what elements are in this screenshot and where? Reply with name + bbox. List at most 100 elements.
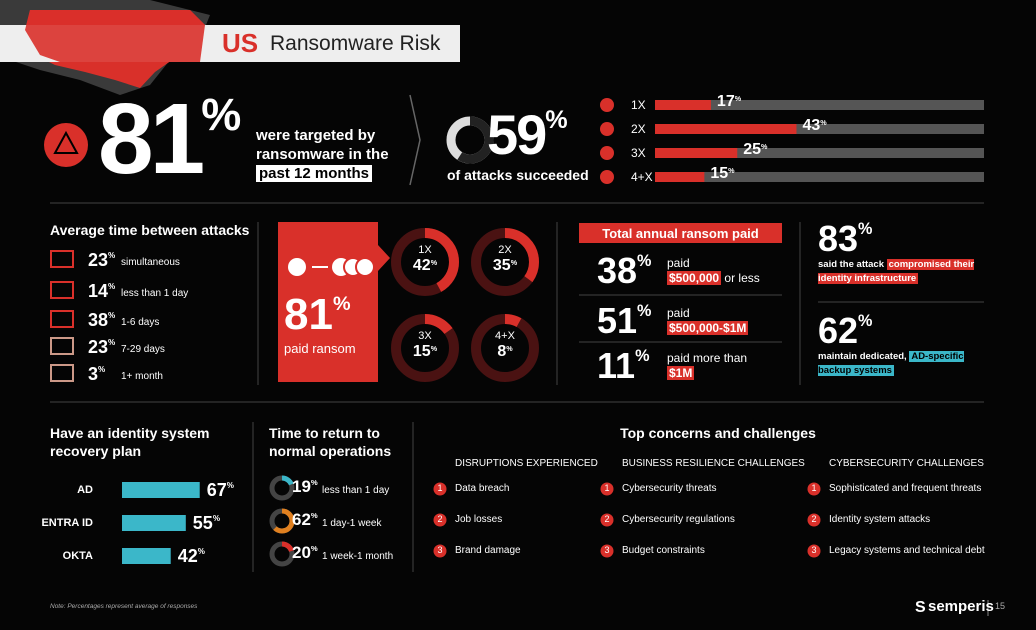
text: were targeted by ransomware in the xyxy=(256,127,389,163)
donut-arc xyxy=(471,314,539,382)
bar-track xyxy=(655,148,984,158)
panel-title: Total annual ransom paid xyxy=(602,226,759,241)
stat-label: 1 day-1 week xyxy=(322,518,382,529)
text: or less xyxy=(724,271,760,285)
calendar-icon xyxy=(50,337,74,355)
value-label: 67% xyxy=(206,480,234,500)
highlight: past 12 months xyxy=(256,165,373,182)
rank-badge xyxy=(600,513,614,527)
rank-badge xyxy=(807,513,821,527)
page-number: 15 xyxy=(995,601,1006,611)
item-text: Cybersecurity regulations xyxy=(622,514,735,525)
column-heading: BUSINESS RESILIENCE CHALLENGES xyxy=(622,458,805,469)
stat-label: less than 1 day xyxy=(322,485,390,496)
donut-arc xyxy=(269,541,295,567)
donut-arc xyxy=(446,116,494,164)
stat-value: 62% xyxy=(292,510,318,529)
rank: 2 xyxy=(437,514,443,524)
chevron xyxy=(409,94,421,186)
stat-label: less than 1 day xyxy=(121,288,189,299)
rank: 2 xyxy=(811,514,817,524)
item-text: Brand damage xyxy=(455,545,521,556)
donut-label: 4+X xyxy=(495,330,515,342)
rank: 3 xyxy=(604,545,610,555)
stat-label: 7-29 days xyxy=(121,344,165,355)
bar-label: ENTRA ID xyxy=(41,517,93,529)
donut-arc xyxy=(269,508,295,534)
country: US xyxy=(222,28,259,58)
text: paid more than xyxy=(667,351,748,365)
calendar-icon xyxy=(50,250,74,268)
value-label: 25% xyxy=(743,141,768,158)
stat-value: 51% xyxy=(597,300,652,341)
donut-arc xyxy=(391,314,459,382)
item-text: Identity system attacks xyxy=(829,514,931,525)
column-heading: DISRUPTIONS EXPERIENCED xyxy=(455,458,598,469)
stat-text: paid more than $1M xyxy=(667,351,777,381)
bar-track xyxy=(655,100,984,110)
rank: 3 xyxy=(811,545,817,555)
coin-icon xyxy=(355,257,375,277)
donut-label: 3X xyxy=(418,330,432,342)
warning-icon xyxy=(53,130,79,154)
target-icon xyxy=(600,98,614,112)
stat-value: 62% xyxy=(818,310,873,351)
succeeded-text: of attacks succeeded xyxy=(447,167,589,183)
text: paid xyxy=(667,306,690,320)
bar-label: 1X xyxy=(631,98,646,112)
bar-label: OKTA xyxy=(62,550,93,562)
stat-value: 3% xyxy=(88,364,106,384)
bar-label: 3X xyxy=(631,146,646,160)
item-text: Legacy systems and technical debt xyxy=(829,545,985,556)
calendar-icon xyxy=(50,281,74,299)
stat-text: paid $500,000-$1M xyxy=(667,306,777,336)
stat-value: 38% xyxy=(88,310,116,330)
stat-value: 14% xyxy=(88,281,116,301)
text: paid xyxy=(667,256,690,270)
rank: 1 xyxy=(811,483,817,493)
section-title: Have an identity system recovery plan xyxy=(50,425,210,459)
item-text: Budget constraints xyxy=(622,545,705,556)
value-label: 43% xyxy=(802,117,827,134)
stat-label: 1-6 days xyxy=(121,317,160,328)
donut-value: 35% xyxy=(492,257,518,274)
item-text: Cybersecurity threats xyxy=(622,483,717,494)
bar-label: 2X xyxy=(631,122,646,136)
bar-track xyxy=(655,172,984,182)
donut-value: 8% xyxy=(497,343,513,360)
value-label: 17% xyxy=(716,93,742,110)
value-label: 15% xyxy=(710,165,735,182)
stat-value: 19% xyxy=(292,477,318,496)
total-paid-header xyxy=(579,223,782,243)
big-stat: 81% xyxy=(98,83,241,195)
stat-value: 23% xyxy=(88,250,116,270)
targeted-text: were targeted by ransomware in the past … xyxy=(256,126,396,183)
donut-arc xyxy=(391,228,459,296)
us-map-overlay xyxy=(25,10,205,62)
rank-badge xyxy=(433,544,447,558)
stat-label: simultaneous xyxy=(121,257,180,268)
donut-arc xyxy=(471,228,539,296)
donut-label: 1X xyxy=(418,244,432,256)
bar-track xyxy=(655,124,984,134)
value-label: 55% xyxy=(192,513,221,533)
succeeded-value: 59% xyxy=(487,103,568,166)
stat-value: 20% xyxy=(292,543,318,562)
donut-label: 2X xyxy=(498,244,512,256)
rank-badge xyxy=(807,482,821,496)
rank: 1 xyxy=(437,483,443,493)
bar-label: AD xyxy=(77,484,93,496)
rank-badge xyxy=(433,513,447,527)
bar xyxy=(122,548,171,564)
donut-arc xyxy=(269,475,295,501)
target-icon xyxy=(600,170,614,184)
target-icon xyxy=(600,122,614,136)
stat-text: said the attack compromised their identi… xyxy=(818,258,988,286)
bar xyxy=(655,172,705,182)
text: maintain dedicated, xyxy=(818,351,907,362)
rank-badge xyxy=(600,482,614,496)
highlight: $500,000 xyxy=(667,271,722,285)
big-stat: 81% xyxy=(284,290,351,339)
bar xyxy=(122,515,186,531)
